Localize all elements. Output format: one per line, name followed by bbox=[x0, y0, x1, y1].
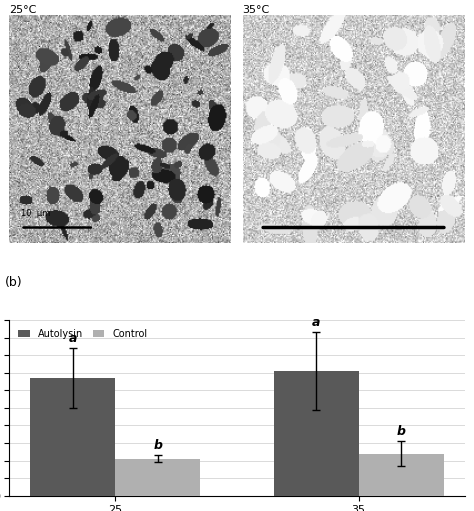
Legend: Autolysin, Control: Autolysin, Control bbox=[14, 325, 151, 343]
Bar bbox=[115, 459, 201, 496]
Bar bbox=[30, 378, 115, 496]
Text: 35°C: 35°C bbox=[243, 5, 270, 14]
Text: b: b bbox=[154, 439, 163, 452]
Text: 25°C: 25°C bbox=[9, 5, 37, 14]
Text: b: b bbox=[397, 425, 406, 438]
Bar bbox=[273, 371, 359, 496]
Text: a: a bbox=[69, 332, 77, 345]
Text: (b): (b) bbox=[5, 276, 22, 289]
Text: 10  μm: 10 μm bbox=[20, 209, 50, 218]
Text: a: a bbox=[312, 316, 320, 329]
Bar bbox=[359, 454, 444, 496]
